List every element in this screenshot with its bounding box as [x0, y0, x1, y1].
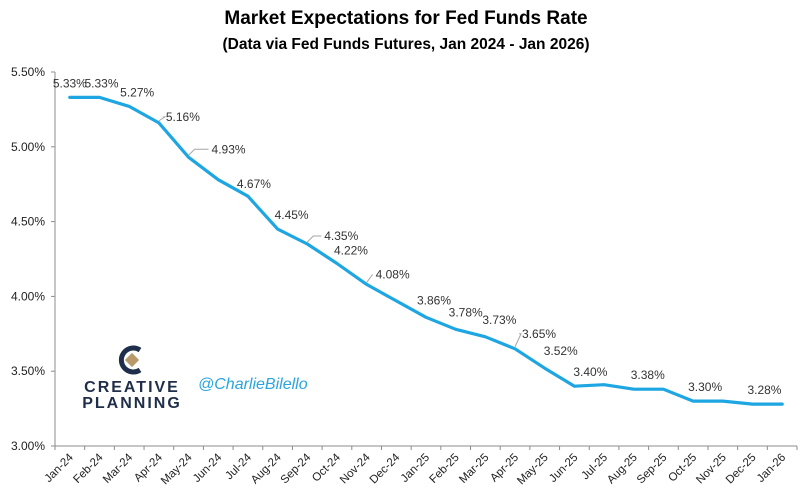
data-label: 3.78% — [449, 305, 483, 319]
x-tick-label: Sep-24 — [279, 451, 314, 486]
data-label: 3.73% — [482, 313, 516, 327]
x-tick-label: Dec-25 — [724, 452, 759, 487]
chart-subtitle: (Data via Fed Funds Futures, Jan 2024 - … — [223, 36, 590, 53]
x-tick-label: Feb-24 — [71, 451, 106, 486]
x-tick-label: May-24 — [159, 451, 195, 487]
x-tick-label: Jan-25 — [399, 452, 432, 485]
x-tick-label: Aug-25 — [605, 452, 640, 487]
data-label: 5.16% — [166, 110, 200, 124]
logo-text-creative: CREATIVE — [84, 379, 180, 396]
y-tick-label: 3.00% — [11, 439, 45, 453]
data-label: 5.27% — [120, 85, 154, 99]
x-tick-label: May-25 — [515, 452, 551, 488]
x-tick-label: Mar-24 — [101, 451, 136, 486]
data-label: 5.33% — [53, 76, 87, 90]
label-leader-line — [514, 333, 522, 347]
data-label: 4.93% — [212, 142, 246, 156]
label-leader-line — [306, 235, 322, 243]
x-tick-label: Aug-24 — [249, 451, 284, 486]
data-label: 3.40% — [573, 365, 607, 379]
data-label: 3.86% — [417, 293, 451, 307]
y-tick-label: 4.00% — [11, 289, 45, 303]
x-tick-label: Mar-25 — [457, 452, 491, 486]
x-tick-label: Jan-24 — [43, 451, 77, 485]
data-labels-group: 5.33%5.33%5.27%5.16%4.93%4.67%4.45%4.35%… — [53, 76, 782, 397]
x-tick-label: Jun-25 — [547, 452, 580, 485]
data-label: 4.08% — [376, 267, 410, 281]
data-label: 4.35% — [324, 229, 358, 243]
y-tick-label: 5.00% — [11, 140, 45, 154]
x-tick-label: Nov-24 — [338, 451, 373, 486]
x-tick-label: Sep-25 — [635, 452, 670, 487]
creative-planning-logo: CREATIVE PLANNING — [82, 345, 182, 412]
data-label: 4.67% — [237, 177, 271, 191]
data-label: 4.22% — [334, 243, 368, 257]
x-tick-label: Jun-24 — [191, 451, 225, 485]
twitter-handle: @CharlieBilello — [198, 376, 308, 393]
y-tick-label: 4.50% — [11, 215, 45, 229]
x-tick-label: Jan-26 — [755, 452, 788, 485]
y-axis: 3.00% 3.50% 4.00% 4.50% 5.00% 5.50% — [11, 65, 56, 453]
data-label: 3.28% — [747, 383, 781, 397]
data-label: 3.38% — [631, 368, 665, 382]
data-label: 3.52% — [544, 344, 578, 358]
series-line-group — [68, 95, 784, 406]
x-tick-label: Dec-24 — [368, 451, 403, 486]
label-leader-line — [366, 274, 374, 283]
data-label: 3.65% — [522, 327, 556, 341]
y-tick-label: 3.50% — [11, 364, 45, 378]
label-leader-line — [158, 116, 167, 122]
x-tick-label: Feb-25 — [428, 452, 462, 486]
x-tick-label: Nov-25 — [694, 452, 729, 487]
label-leader-line — [188, 148, 209, 156]
data-label: 4.45% — [275, 208, 309, 222]
data-label: 3.30% — [688, 380, 722, 394]
x-tick-label: Oct-25 — [666, 452, 699, 485]
logo-mark-icon — [118, 345, 142, 375]
data-label: 5.33% — [85, 76, 119, 90]
series-line — [68, 95, 784, 406]
chart-title: Market Expectations for Fed Funds Rate — [224, 8, 587, 29]
logo-text-planning: PLANNING — [82, 395, 182, 412]
y-tick-label: 5.50% — [11, 65, 45, 79]
